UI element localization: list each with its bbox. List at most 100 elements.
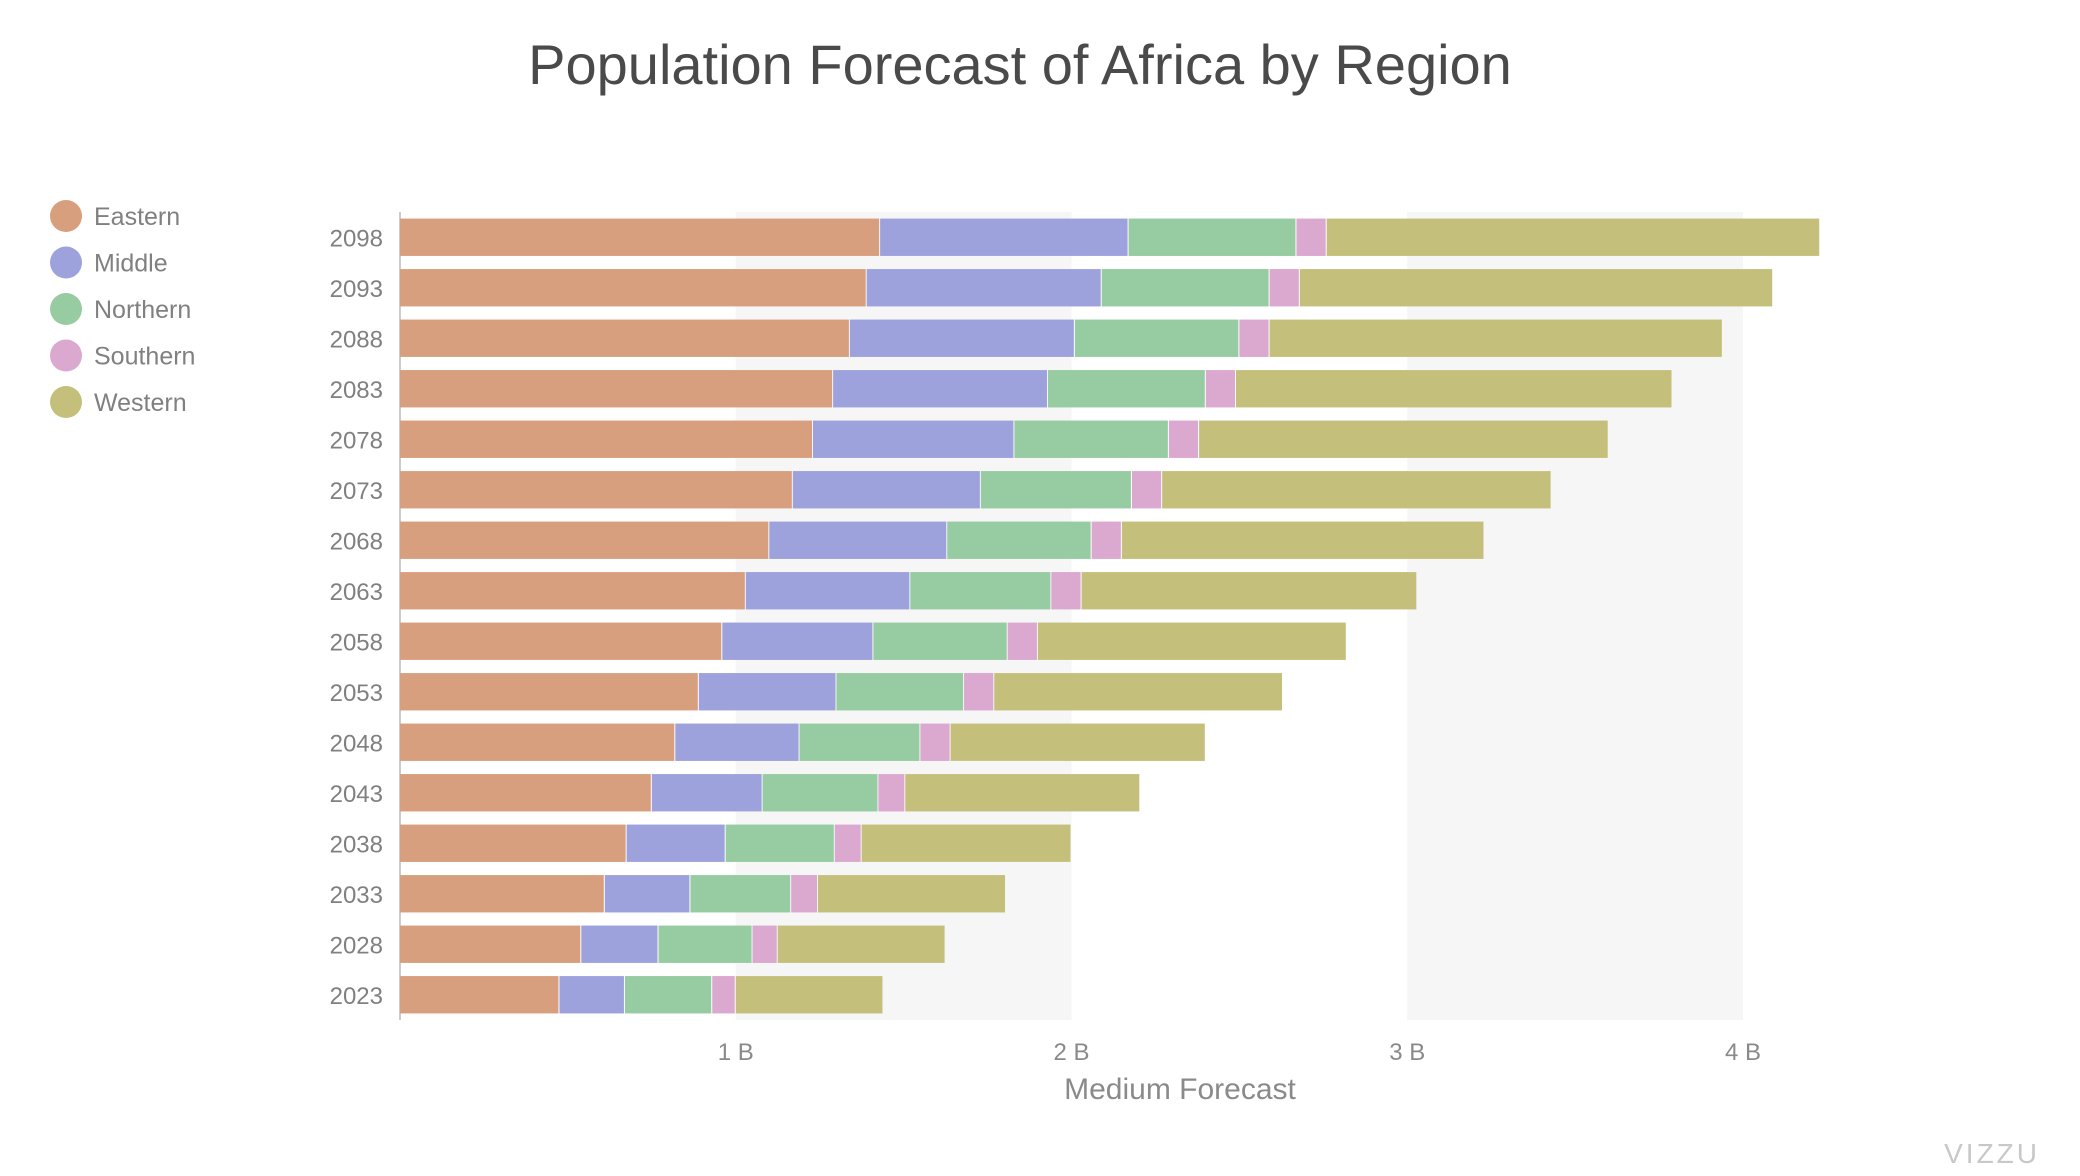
bar-western-2063[interactable]: [1081, 572, 1417, 610]
bar-southern-2028[interactable]: [752, 925, 777, 963]
legend-label-eastern[interactable]: Eastern: [94, 203, 180, 231]
bar-eastern-2048[interactable]: [400, 723, 675, 761]
bar-western-2073[interactable]: [1162, 471, 1551, 509]
bar-western-2058[interactable]: [1037, 622, 1346, 660]
legend-marker-western[interactable]: [50, 386, 82, 418]
y-axis-labels: 2098 2093 2088 2083 2078 2073 2068 2063 2058 2053…: [330, 225, 383, 1010]
bar-northern-2068[interactable]: [947, 521, 1091, 559]
bar-southern-2063[interactable]: [1051, 572, 1081, 610]
y-label-2073: 2073: [330, 478, 383, 505]
bar-northern-2033[interactable]: [690, 875, 791, 913]
bar-northern-2083[interactable]: [1047, 370, 1205, 408]
y-label-2098: 2098: [330, 225, 383, 252]
x-tick-label: 3 B: [1389, 1039, 1425, 1066]
legend-label-middle[interactable]: Middle: [94, 250, 168, 278]
bar-southern-2098[interactable]: [1296, 218, 1326, 256]
bar-northern-2073[interactable]: [980, 471, 1131, 509]
bar-western-2088[interactable]: [1269, 319, 1722, 357]
bar-western-2038[interactable]: [861, 824, 1071, 862]
bar-northern-2043[interactable]: [762, 774, 878, 812]
legend-label-southern[interactable]: Southern: [94, 343, 195, 371]
bar-eastern-2023[interactable]: [400, 976, 559, 1014]
bar-eastern-2093[interactable]: [400, 269, 866, 307]
x-tick-label: 2 B: [1053, 1039, 1089, 1066]
bar-western-2023[interactable]: [735, 976, 883, 1014]
x-tick-label: 4 B: [1725, 1039, 1761, 1066]
bar-eastern-2028[interactable]: [400, 925, 581, 963]
bar-middle-2043[interactable]: [651, 774, 762, 812]
bar-middle-2048[interactable]: [675, 723, 799, 761]
legend-marker-southern[interactable]: [50, 339, 82, 372]
bar-middle-2093[interactable]: [866, 269, 1101, 307]
bar-eastern-2068[interactable]: [400, 521, 769, 559]
bar-southern-2073[interactable]: [1131, 471, 1162, 509]
bar-western-2078[interactable]: [1199, 420, 1608, 458]
bar-northern-2023[interactable]: [624, 976, 712, 1014]
bar-middle-2023[interactable]: [559, 976, 624, 1014]
bar-southern-2048[interactable]: [920, 723, 950, 761]
bar-eastern-2098[interactable]: [400, 218, 880, 256]
bar-southern-2088[interactable]: [1239, 319, 1269, 357]
bar-middle-2098[interactable]: [880, 218, 1128, 256]
bar-middle-2083[interactable]: [833, 370, 1047, 408]
bar-eastern-2073[interactable]: [400, 471, 792, 509]
bar-southern-2023[interactable]: [712, 976, 735, 1014]
bar-middle-2073[interactable]: [792, 471, 980, 509]
bar-northern-2088[interactable]: [1074, 319, 1239, 357]
legend-marker-eastern[interactable]: [50, 200, 82, 232]
x-axis-ticks: 1 B 2 B 3 B 4 B: [718, 1039, 1761, 1066]
bar-eastern-2038[interactable]: [400, 824, 626, 862]
bar-western-2093[interactable]: [1299, 269, 1773, 307]
bar-eastern-2063[interactable]: [400, 572, 745, 610]
bar-middle-2058[interactable]: [722, 622, 873, 660]
bar-western-2068[interactable]: [1121, 521, 1484, 559]
bar-eastern-2058[interactable]: [400, 622, 722, 660]
legend-label-western[interactable]: Western: [94, 389, 187, 417]
bar-middle-2063[interactable]: [745, 572, 910, 610]
bar-middle-2028[interactable]: [581, 925, 658, 963]
bar-eastern-2043[interactable]: [400, 774, 651, 812]
y-label-2023: 2023: [330, 983, 383, 1010]
bar-southern-2083[interactable]: [1205, 370, 1236, 408]
bar-western-2048[interactable]: [950, 723, 1205, 761]
bar-southern-2043[interactable]: [878, 774, 905, 812]
bar-southern-2038[interactable]: [834, 824, 861, 862]
bar-northern-2063[interactable]: [910, 572, 1051, 610]
bar-northern-2048[interactable]: [799, 723, 920, 761]
bar-northern-2058[interactable]: [873, 622, 1007, 660]
bar-eastern-2053[interactable]: [400, 673, 698, 711]
bar-middle-2078[interactable]: [812, 420, 1014, 458]
bar-southern-2058[interactable]: [1007, 622, 1037, 660]
bar-eastern-2033[interactable]: [400, 875, 604, 913]
bar-southern-2078[interactable]: [1168, 420, 1199, 458]
bar-western-2098[interactable]: [1326, 218, 1820, 256]
bar-southern-2093[interactable]: [1269, 269, 1299, 307]
bar-northern-2038[interactable]: [725, 824, 834, 862]
bar-eastern-2088[interactable]: [400, 319, 849, 357]
bar-middle-2053[interactable]: [698, 673, 836, 711]
bar-northern-2093[interactable]: [1101, 269, 1269, 307]
bar-middle-2068[interactable]: [769, 521, 947, 559]
bar-northern-2028[interactable]: [658, 925, 752, 963]
bar-western-2053[interactable]: [994, 673, 1283, 711]
bar-western-2028[interactable]: [777, 925, 945, 963]
bar-western-2083[interactable]: [1236, 370, 1672, 408]
bar-southern-2068[interactable]: [1091, 521, 1121, 559]
bar-middle-2033[interactable]: [604, 875, 690, 913]
legend-label-northern[interactable]: Northern: [94, 296, 191, 324]
legend-marker-northern[interactable]: [50, 293, 82, 325]
legend-marker-middle[interactable]: [50, 246, 82, 279]
bar-western-2043[interactable]: [905, 774, 1140, 812]
bar-northern-2053[interactable]: [836, 673, 964, 711]
bar-southern-2053[interactable]: [964, 673, 994, 711]
bar-middle-2088[interactable]: [849, 319, 1074, 357]
bar-middle-2038[interactable]: [626, 824, 725, 862]
bar-northern-2098[interactable]: [1128, 218, 1296, 256]
y-label-2033: 2033: [330, 882, 383, 909]
bar-northern-2078[interactable]: [1014, 420, 1168, 458]
bar-southern-2033[interactable]: [791, 875, 818, 913]
bar-western-2033[interactable]: [818, 875, 1006, 913]
bar-eastern-2078[interactable]: [400, 420, 812, 458]
bar-eastern-2083[interactable]: [400, 370, 833, 408]
